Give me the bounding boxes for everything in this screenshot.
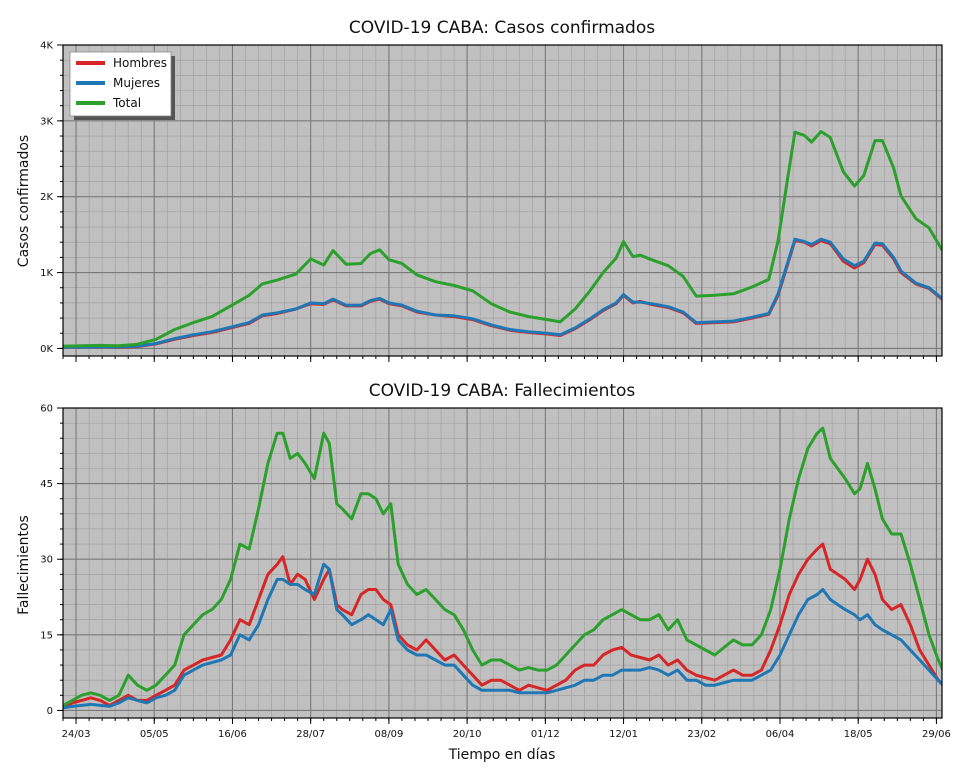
deaths-chart-title: COVID-19 CABA: Fallecimientos (369, 381, 636, 401)
cases-panel: COVID-19 CABA: Casos confirmados Casos c… (16, 18, 943, 362)
x-tick-label: 16/06 (218, 729, 247, 740)
deaths-plot-area: 24/03 05/05 16/06 28/07 08/09 20/10 01/12 12/01… (40, 404, 951, 741)
plot-background (63, 408, 942, 718)
y-tick-label: 1K (40, 268, 53, 279)
y-ticks (57, 44, 63, 349)
x-tick-label: 24/03 (62, 729, 91, 740)
deaths-panel: COVID-19 CABA: Fallecimientos Fallecimie… (16, 381, 951, 741)
x-axis-label: Tiempo en días (448, 747, 556, 763)
x-tick-label: 28/07 (296, 729, 325, 740)
series-line-total (63, 130, 942, 348)
legend-label-total: Total (112, 96, 141, 110)
y-tick-label: 3K (40, 116, 53, 127)
x-tick-label: 23/02 (687, 729, 716, 740)
series-lines (63, 426, 942, 710)
x-tick-label: 06/04 (766, 729, 795, 740)
series-line-total (63, 426, 942, 707)
x-tick-label: 29/06 (922, 729, 951, 740)
series-line-mujeres (63, 237, 942, 349)
y-tick-label: 4K (40, 41, 53, 52)
x-tick-label: 18/05 (844, 729, 873, 740)
cases-plot-area: 0K 1K 2K 3K 4K Hombres Mujeres Total (40, 41, 943, 362)
series-line-mujeres (63, 562, 942, 710)
series-lines (63, 130, 942, 349)
legend-label-hombres: Hombres (113, 56, 167, 70)
y-tick-label: 60 (40, 404, 53, 415)
y-ticks (57, 407, 63, 711)
y-tick-label: 45 (40, 479, 53, 490)
plot-frame (62, 407, 943, 719)
deaths-y-axis-label: Fallecimientos (16, 515, 32, 615)
plot-background (63, 45, 942, 356)
y-tick-label: 2K (40, 192, 53, 203)
cases-chart-title: COVID-19 CABA: Casos confirmados (349, 18, 655, 38)
x-ticks (62, 356, 937, 362)
series-line-hombres (63, 542, 942, 710)
x-ticks (62, 718, 937, 724)
cases-y-axis-label: Casos confirmados (16, 135, 32, 267)
legend: Hombres Mujeres Total (69, 51, 175, 120)
x-tick-label: 08/09 (374, 729, 403, 740)
y-tick-label: 0 (47, 706, 53, 717)
y-tick-label: 30 (40, 555, 53, 566)
x-tick-label: 20/10 (453, 729, 482, 740)
x-tick-label: 12/01 (609, 729, 638, 740)
x-tick-label: 05/05 (140, 729, 169, 740)
legend-label-mujeres: Mujeres (113, 76, 160, 90)
y-tick-label: 15 (40, 630, 53, 641)
x-tick-label: 01/12 (531, 729, 560, 740)
plot-frame (62, 44, 943, 357)
y-tick-label: 0K (40, 344, 53, 355)
